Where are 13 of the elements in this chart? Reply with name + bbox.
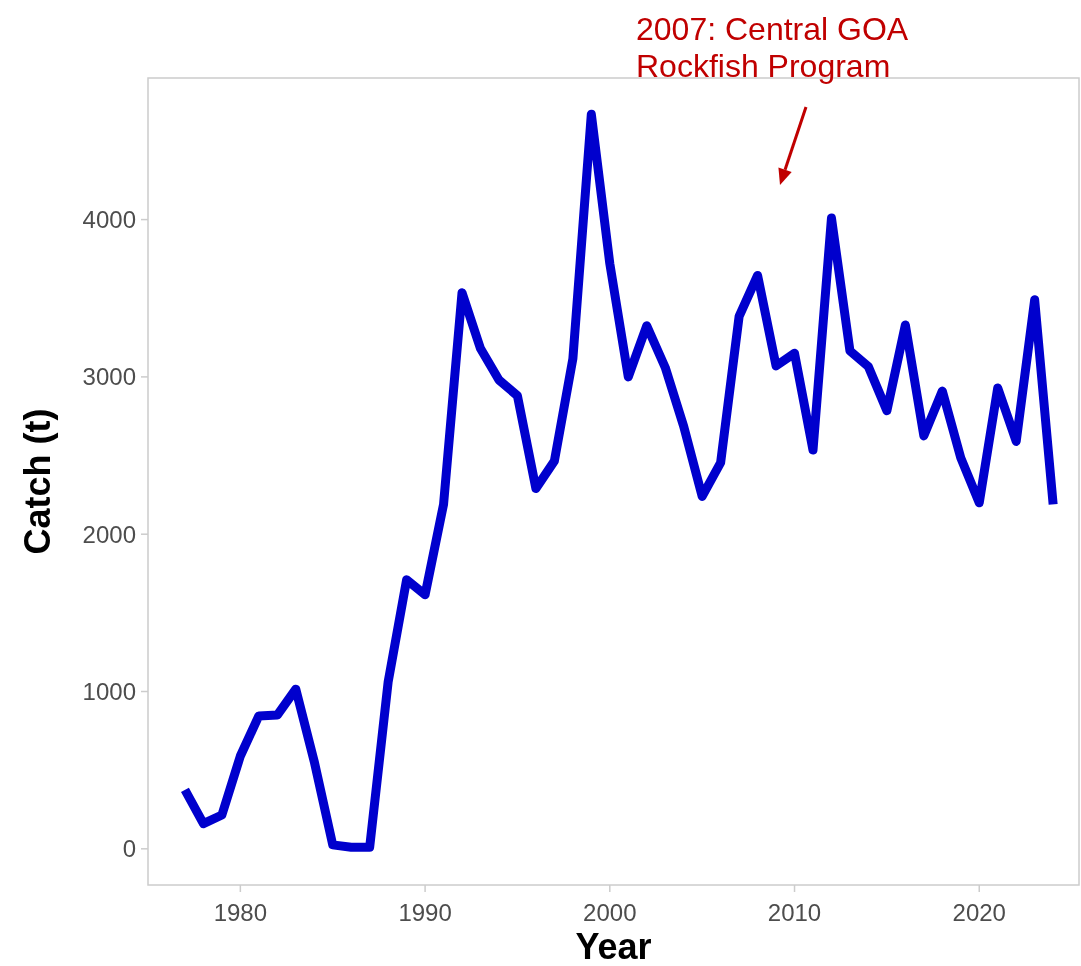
annotation: 2007: Central GOA Rockfish Program — [636, 11, 909, 84]
y-tick-label: 4000 — [82, 205, 136, 233]
x-axis-title: Year — [575, 926, 652, 966]
x-tick-label: 1980 — [213, 899, 268, 926]
x-tick-label: 2020 — [952, 899, 1006, 926]
y-tick-label: 3000 — [82, 363, 136, 391]
x-tick-label: 2010 — [767, 899, 822, 926]
x-tick-label: 2000 — [583, 899, 637, 926]
y-axis-title: Catch (t) — [17, 408, 58, 555]
y-tick-label: 2000 — [82, 520, 136, 548]
y-tick-label: 1000 — [82, 677, 136, 705]
y-tick-label: 0 — [122, 835, 136, 863]
x-tick-label: 1990 — [398, 899, 452, 926]
